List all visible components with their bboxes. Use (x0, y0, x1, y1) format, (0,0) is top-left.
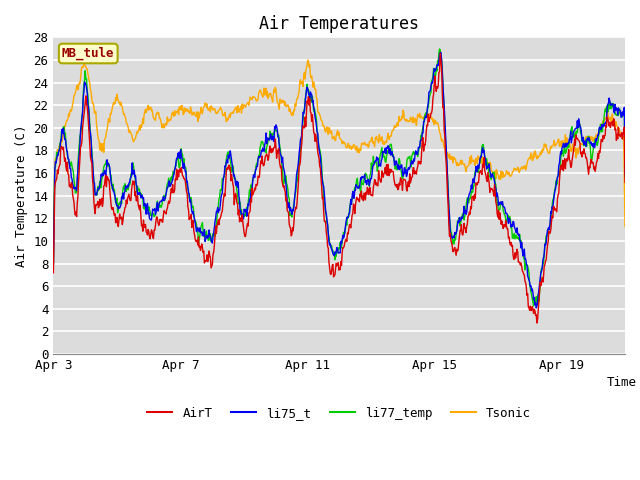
Text: MB_tule: MB_tule (62, 47, 115, 60)
Legend: AirT, li75_t, li77_temp, Tsonic: AirT, li75_t, li77_temp, Tsonic (142, 402, 536, 424)
Title: Air Temperatures: Air Temperatures (259, 15, 419, 33)
X-axis label: Time: Time (607, 376, 636, 389)
Y-axis label: Air Temperature (C): Air Temperature (C) (15, 124, 28, 267)
